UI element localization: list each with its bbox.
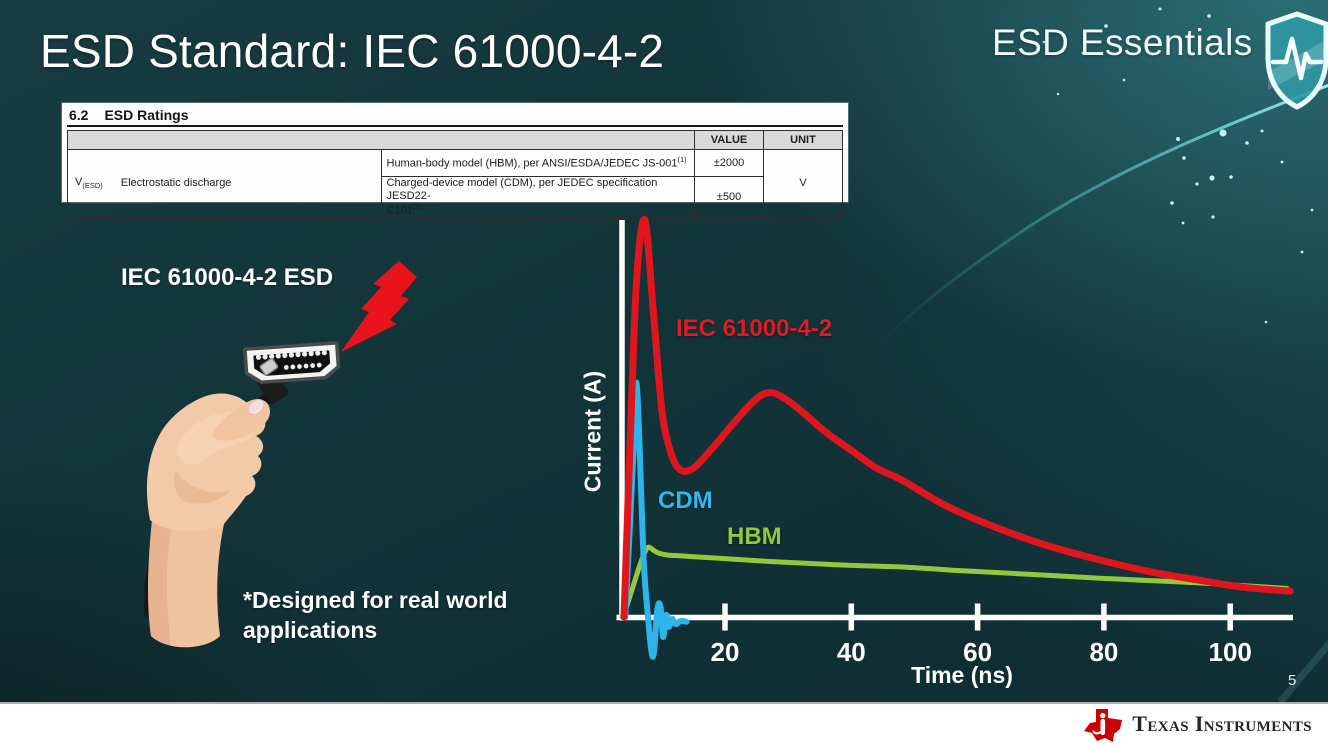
table-cell-value-hbm: ±2000 <box>694 149 764 177</box>
fingernail <box>247 398 265 416</box>
curve-label-iec: IEC 61000-4-2 <box>676 315 833 342</box>
page-number: 5 <box>1288 672 1297 689</box>
lightning-bolt-icon <box>341 261 417 352</box>
x-tick-label: 60 <box>963 637 992 667</box>
table-cell-unit: V <box>763 149 843 219</box>
footnote-text: *Designed for real world applications <box>243 587 508 643</box>
table-cell-parameter: V(ESD) Electrostatic discharge <box>67 149 382 219</box>
table-header-unit: UNIT <box>763 130 843 150</box>
x-axis-label: Time (ns) <box>911 662 1013 688</box>
table-cell-desc-cdm: Charged-device model (CDM), per JEDEC sp… <box>380 176 695 219</box>
x-tick-label: 20 <box>711 637 740 667</box>
comet-streak <box>876 83 1328 349</box>
esd-ratings-table: VALUE UNIT V(ESD) Electrostatic discharg… <box>67 130 843 219</box>
x-axis-ticks: 20 40 60 80 100 <box>711 603 1252 667</box>
datasheet-snippet: 6.2 ESD Ratings VALUE UNIT V(ESD) Electro… <box>62 103 848 219</box>
illustration-caption: IEC 61000-4-2 ESD <box>121 264 334 291</box>
curve-iec-61000-4-2 <box>620 216 1294 621</box>
forearm-shadow <box>148 520 172 645</box>
table-header-empty <box>67 130 695 150</box>
table-row: V(ESD) Electrostatic discharge Human-bod… <box>67 149 843 219</box>
corner-streak <box>1277 639 1328 705</box>
section-name: ESD Ratings <box>104 107 189 123</box>
brand-title: ESD Essentials <box>992 22 1253 63</box>
hdmi-connector-icon <box>243 341 341 384</box>
ti-logo-icon <box>1084 709 1123 742</box>
curve-cdm <box>622 379 690 660</box>
y-axis-label: Current (A) <box>579 370 606 493</box>
x-tick-label: 40 <box>837 637 866 667</box>
curve-label-cdm: CDM <box>658 487 713 514</box>
page-title: ESD Standard: IEC 61000-4-2 <box>40 25 665 77</box>
shield-pulse-icon <box>1265 11 1328 110</box>
curve-label-hbm: HBM <box>727 523 782 550</box>
footer-bar: Texas Instruments <box>0 702 1328 746</box>
parameter-symbol: V(ESD) <box>75 176 103 191</box>
footer-brand-text: Texas Instruments <box>1132 711 1312 736</box>
section-number: 6.2 <box>69 107 89 123</box>
x-tick-label: 80 <box>1089 637 1118 667</box>
table-header-row: VALUE UNIT <box>67 130 843 150</box>
star-dots <box>1042 7 1314 324</box>
table-section-title: 6.2 ESD Ratings <box>67 106 843 127</box>
table-cell-value-cdm: ±500 <box>694 176 764 219</box>
palm-shadow <box>174 470 230 504</box>
table-cell-desc-hbm: Human-body model (HBM), per ANSI/ESDA/JE… <box>380 149 695 177</box>
table-row: Charged-device model (CDM), per JEDEC sp… <box>68 176 843 219</box>
parameter-name: Electrostatic discharge <box>120 177 232 190</box>
x-tick-label: 100 <box>1209 637 1252 667</box>
chart-curves <box>619 216 1294 660</box>
chart-axes <box>616 220 1293 621</box>
curve-hbm <box>619 544 1290 620</box>
